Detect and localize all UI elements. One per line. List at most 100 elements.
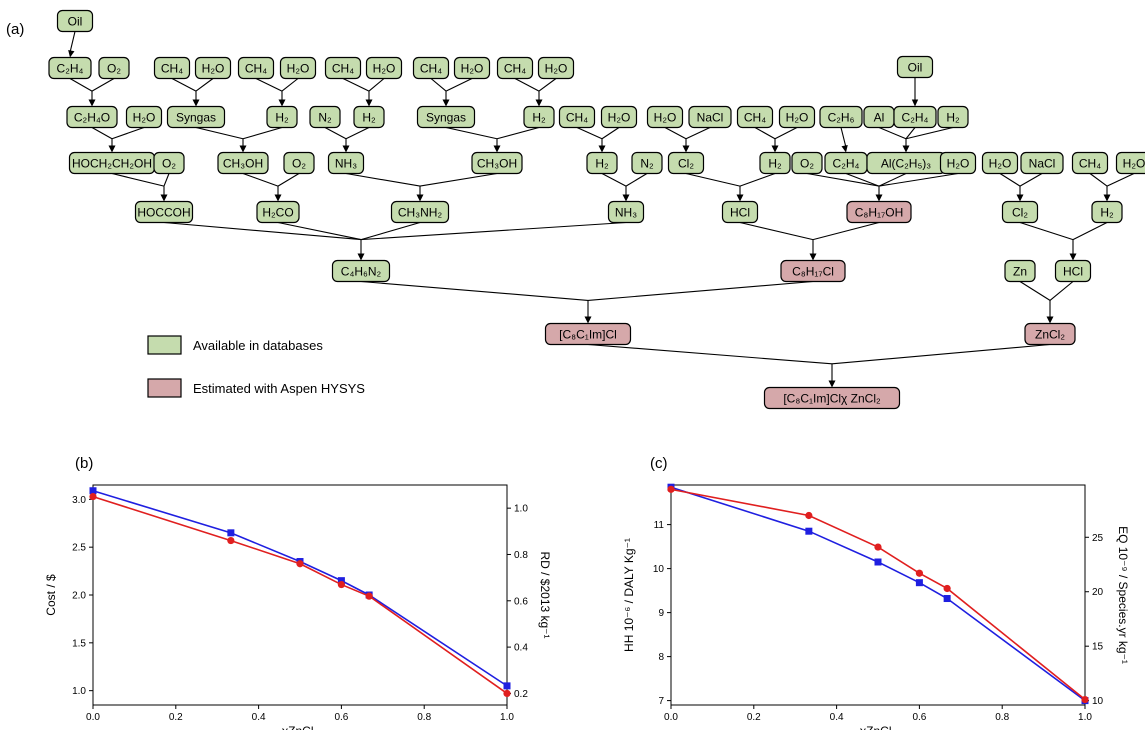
diagram-node-h2o-11: H₂O	[983, 153, 1018, 174]
diagram-arrowhead	[343, 146, 350, 153]
diagram-node-nh3-2: NH₃	[609, 202, 644, 223]
node-label: H₂O	[989, 157, 1012, 171]
diagram-node-o2-4: O₂	[792, 153, 822, 174]
diagram-edge	[813, 223, 879, 240]
node-label: Oil	[908, 61, 923, 75]
node-label: C₈H₁₇Cl	[792, 265, 834, 279]
diagram-node-h2-6: H₂	[760, 153, 790, 174]
diagram-arrowhead	[585, 317, 592, 324]
plot-frame	[671, 485, 1085, 705]
node-label: C₂H₄	[57, 62, 84, 76]
diagram-edge	[1090, 174, 1107, 187]
chart-hh-eq: 0.00.20.40.60.81.0789101110152025χZnCl₂H…	[622, 484, 1130, 730]
legend-swatch-estimated	[148, 379, 181, 397]
node-label: HCl	[1063, 265, 1083, 279]
node-label: [C₈C₁Im]Cl	[559, 328, 617, 342]
diagram-node-hocccoh: HOCCOH	[136, 202, 193, 223]
diagram-node-hcl-2: HCl	[1056, 261, 1091, 282]
node-label: H₂O	[461, 62, 484, 76]
diagram-node-h2o-3: H₂O	[367, 58, 402, 79]
x-tick-label: 0.8	[417, 712, 431, 723]
diagram-node-ch4-5: CH₄	[498, 58, 533, 79]
diagram-edge	[278, 174, 299, 187]
y-axis-label: Cost / $	[44, 574, 58, 616]
diagram-arrowhead	[89, 100, 96, 107]
y-tick-label: 9	[658, 608, 664, 619]
diagram-edge	[112, 174, 164, 187]
diagram-node-h2-2: H₂	[354, 107, 384, 128]
diagram-node-c2h4-1: C₂H₄	[49, 58, 91, 79]
diagram-node-h2-4: H₂	[938, 107, 968, 128]
node-label: H₂O	[373, 62, 396, 76]
diagram-edge	[243, 174, 278, 187]
node-label: Zn	[1013, 265, 1027, 279]
x-tick-label: 0.6	[334, 712, 348, 723]
diagram-edge	[755, 128, 775, 139]
diagram-node-cl2-1: Cl₂	[669, 153, 704, 174]
diagram-edge	[446, 128, 497, 139]
y2-axis-label: RD / $2013 kg⁻¹	[538, 551, 552, 638]
diagram-node-ch4-1: CH₄	[155, 58, 190, 79]
diagram-node-ch4-3: CH₄	[326, 58, 361, 79]
plot-frame	[93, 485, 507, 705]
diagram-edge	[686, 174, 740, 187]
diagram-node-n2-1: N₂	[310, 107, 340, 128]
diagram-arrowhead	[841, 145, 847, 152]
diagram-arrowhead	[912, 100, 918, 107]
diagram-node-ch4-7: CH₄	[738, 107, 773, 128]
diagram-arrowhead	[68, 50, 74, 57]
node-label: CH₃OH	[477, 157, 517, 171]
diagram-edge	[588, 345, 832, 364]
node-label: H₂	[1100, 206, 1114, 220]
diagram-edge	[740, 174, 775, 187]
data-point-circle	[503, 690, 510, 697]
node-label: CH₄	[245, 62, 267, 76]
y2-tick-label: 15	[1092, 642, 1104, 653]
diagram-arrowhead	[109, 146, 116, 153]
node-label: H₂O	[133, 111, 156, 125]
x-tick-label: 0.0	[664, 712, 678, 723]
diagram-edge	[1020, 282, 1050, 301]
diagram-edge	[807, 174, 879, 187]
diagram-node-o2-1: O₂	[99, 58, 129, 79]
diagram-edge	[346, 128, 369, 139]
diagram-arrowhead	[876, 195, 883, 202]
diagram-arrowhead	[494, 146, 501, 153]
x-tick-label: 1.0	[500, 712, 514, 723]
node-label: C₂H₄	[902, 111, 929, 125]
node-label: CH₄	[1079, 157, 1101, 171]
node-label: Al(C₂H₅)₃	[881, 157, 931, 171]
diagram-arrowhead	[161, 195, 168, 202]
diagram-edge	[1107, 174, 1134, 187]
diagram-edge	[740, 223, 813, 240]
diagram-edge	[1073, 223, 1107, 240]
diagram-node-h2o-7: H₂O	[602, 107, 637, 128]
node-label: O₂	[292, 157, 306, 171]
node-label: H₂O	[608, 111, 631, 125]
node-label: CH₄	[504, 62, 526, 76]
diagram-edge	[602, 128, 619, 139]
diagram-node-h2o-5: H₂O	[539, 58, 574, 79]
diagram-edge	[256, 79, 282, 92]
diagram-edge	[361, 223, 420, 240]
node-label: H₂O	[202, 62, 225, 76]
diagram-edge	[70, 79, 92, 92]
node-label: HOCH₂CH₂OH	[72, 157, 152, 171]
diagram-edge	[665, 128, 686, 139]
diagram-node-ch4-8: CH₄	[1073, 153, 1108, 174]
diagram-node-h2o-10: H₂O	[941, 153, 976, 174]
diagram-edge	[196, 79, 213, 92]
diagram-node-h2o-1: H₂O	[196, 58, 231, 79]
node-label: H₂	[275, 111, 289, 125]
diagram-arrowhead	[599, 146, 606, 153]
node-label: CH₄	[420, 62, 442, 76]
diagram-edge	[846, 174, 879, 187]
node-label: Syngas	[176, 111, 216, 125]
y2-tick-label: 10	[1092, 696, 1104, 707]
diagram-node-h2-5: H₂	[587, 153, 617, 174]
diagram-edge	[539, 79, 556, 92]
diagram-arrowhead	[417, 195, 424, 202]
diagram-edge	[431, 79, 446, 92]
diagram-edge	[282, 79, 298, 92]
